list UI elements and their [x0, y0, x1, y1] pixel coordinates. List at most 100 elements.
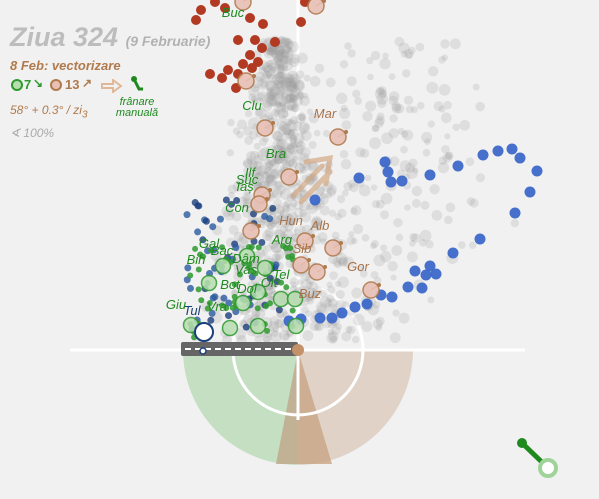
cloud-point [430, 184, 440, 194]
cloud-point [379, 58, 390, 69]
blue-point [532, 166, 543, 177]
cloud-point [387, 261, 397, 271]
cloud-point [372, 125, 379, 132]
cloud-point [390, 274, 396, 280]
cloud-point [227, 149, 234, 156]
cloud-point [450, 38, 461, 49]
blue-point [217, 216, 224, 223]
green-point [285, 254, 291, 260]
cloud-point [347, 76, 357, 86]
red-point [247, 63, 257, 73]
cloud-point [351, 205, 361, 215]
cloud-point [407, 251, 418, 262]
cloud-point [304, 75, 311, 82]
cloud-point [428, 120, 435, 127]
cloud-point [473, 84, 480, 91]
cloud-point [320, 205, 330, 215]
green-point [256, 245, 262, 251]
point-label: Tul [183, 303, 201, 318]
cloud-point [365, 101, 376, 112]
cloud-point [347, 49, 355, 57]
cloud-point [233, 127, 240, 134]
blue-point [192, 199, 199, 206]
cloud-point [288, 129, 299, 140]
green-point [196, 286, 202, 292]
cloud-point [389, 73, 396, 80]
cloud-point [352, 336, 360, 344]
cloud-point [391, 245, 402, 256]
cloud-point [511, 219, 519, 227]
cloud-point [310, 76, 321, 87]
cloud-point [440, 39, 450, 49]
cloud-point [360, 149, 369, 158]
green-marker [258, 261, 273, 276]
red-point [258, 19, 268, 29]
green-marker [236, 296, 251, 311]
cloud-point [328, 304, 337, 313]
cloud-point [354, 97, 362, 105]
green-point [187, 273, 193, 279]
cloud-point [349, 183, 358, 192]
cloud-point [423, 149, 431, 157]
cloud-point [466, 157, 475, 166]
cloud-point [365, 175, 372, 182]
orange-marker [281, 169, 297, 185]
cloud-point [417, 102, 425, 110]
brake-lever-pivot[interactable] [517, 438, 527, 448]
cloud-point [264, 65, 275, 76]
blue-point [315, 313, 326, 324]
cloud-point [458, 241, 466, 249]
cloud-point [303, 330, 314, 341]
red-point [223, 65, 233, 75]
cloud-point [351, 288, 362, 299]
orange-marker [363, 282, 379, 298]
cloud-point [377, 112, 385, 120]
brake-lever-knob[interactable] [540, 460, 556, 476]
point-label: Bra [266, 146, 286, 161]
cloud-point [392, 309, 399, 316]
cloud-point [438, 162, 449, 173]
blue-point [421, 270, 432, 281]
cloud-point [255, 336, 262, 343]
cloud-point [396, 234, 404, 242]
cloud-point [362, 234, 370, 242]
cloud-point [369, 137, 381, 149]
cloud-point [341, 159, 351, 169]
blue-point [350, 302, 361, 313]
cloud-point [337, 209, 346, 218]
red-point [191, 15, 201, 25]
blue-point [383, 167, 394, 178]
blue-point [507, 144, 518, 155]
cloud-point [335, 281, 341, 287]
red-point [196, 5, 206, 15]
cloud-point [315, 64, 324, 73]
red-point [245, 50, 255, 60]
cloud-point [439, 106, 446, 113]
blue-point [515, 153, 526, 164]
cloud-point [428, 66, 438, 76]
orange-marker [293, 257, 309, 273]
point-label: Buc [222, 5, 245, 20]
green-marker [274, 292, 289, 307]
point-label: Gor [347, 259, 369, 274]
cloud-point [280, 38, 289, 47]
cloud-point [367, 74, 374, 81]
cloud-point [327, 286, 335, 294]
cloud-point [298, 114, 306, 122]
cloud-point [353, 314, 365, 326]
cloud-point [376, 93, 388, 105]
blue-point [525, 187, 536, 198]
blue-point [410, 266, 421, 277]
cloud-point [261, 249, 267, 255]
cloud-point [476, 173, 485, 182]
cloud-point [411, 106, 418, 113]
cloud-point [452, 124, 459, 131]
cloud-point [279, 115, 287, 123]
cloud-point [469, 198, 478, 207]
cloud-point [380, 210, 389, 219]
blue-point [187, 285, 194, 292]
cloud-point [459, 120, 470, 131]
point-label: Clu [242, 98, 262, 113]
current-position-marker[interactable] [195, 323, 213, 341]
cloud-point [475, 102, 485, 112]
